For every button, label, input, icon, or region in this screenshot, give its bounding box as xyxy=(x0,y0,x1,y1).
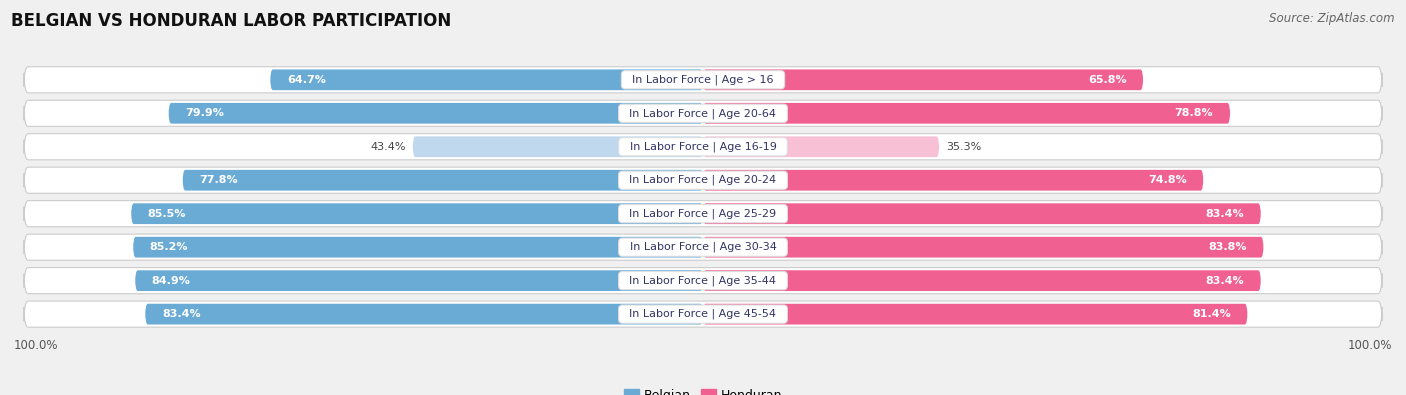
Text: In Labor Force | Age > 16: In Labor Force | Age > 16 xyxy=(626,75,780,85)
Text: 79.9%: 79.9% xyxy=(186,108,224,118)
Text: In Labor Force | Age 25-29: In Labor Force | Age 25-29 xyxy=(623,209,783,219)
FancyBboxPatch shape xyxy=(703,304,1247,325)
Text: In Labor Force | Age 45-54: In Labor Force | Age 45-54 xyxy=(623,309,783,320)
FancyBboxPatch shape xyxy=(703,237,1264,258)
Text: 83.8%: 83.8% xyxy=(1208,242,1247,252)
FancyBboxPatch shape xyxy=(131,203,703,224)
FancyBboxPatch shape xyxy=(24,167,1382,193)
FancyBboxPatch shape xyxy=(270,70,703,90)
FancyBboxPatch shape xyxy=(703,270,1261,291)
Text: In Labor Force | Age 16-19: In Labor Force | Age 16-19 xyxy=(623,141,783,152)
FancyBboxPatch shape xyxy=(24,134,1382,160)
FancyBboxPatch shape xyxy=(703,103,1230,124)
FancyBboxPatch shape xyxy=(24,67,1382,93)
Text: 100.0%: 100.0% xyxy=(14,339,59,352)
Text: 43.4%: 43.4% xyxy=(371,142,406,152)
Text: 78.8%: 78.8% xyxy=(1175,108,1213,118)
Text: 65.8%: 65.8% xyxy=(1088,75,1126,85)
Text: 77.8%: 77.8% xyxy=(200,175,238,185)
Text: 81.4%: 81.4% xyxy=(1192,309,1230,319)
FancyBboxPatch shape xyxy=(24,234,1382,260)
Legend: Belgian, Honduran: Belgian, Honduran xyxy=(619,384,787,395)
Text: 64.7%: 64.7% xyxy=(287,75,326,85)
Text: 83.4%: 83.4% xyxy=(1205,276,1244,286)
Text: 85.2%: 85.2% xyxy=(150,242,188,252)
Text: BELGIAN VS HONDURAN LABOR PARTICIPATION: BELGIAN VS HONDURAN LABOR PARTICIPATION xyxy=(11,12,451,30)
FancyBboxPatch shape xyxy=(703,203,1261,224)
Text: 83.4%: 83.4% xyxy=(162,309,201,319)
Text: 83.4%: 83.4% xyxy=(1205,209,1244,219)
Text: In Labor Force | Age 30-34: In Labor Force | Age 30-34 xyxy=(623,242,783,252)
Text: 84.9%: 84.9% xyxy=(152,276,191,286)
FancyBboxPatch shape xyxy=(135,270,703,291)
FancyBboxPatch shape xyxy=(183,170,703,191)
Text: 74.8%: 74.8% xyxy=(1147,175,1187,185)
FancyBboxPatch shape xyxy=(145,304,703,325)
FancyBboxPatch shape xyxy=(24,100,1382,126)
Text: In Labor Force | Age 20-64: In Labor Force | Age 20-64 xyxy=(623,108,783,118)
FancyBboxPatch shape xyxy=(134,237,703,258)
Text: In Labor Force | Age 20-24: In Labor Force | Age 20-24 xyxy=(623,175,783,186)
FancyBboxPatch shape xyxy=(703,170,1204,191)
Text: 35.3%: 35.3% xyxy=(946,142,981,152)
FancyBboxPatch shape xyxy=(703,136,939,157)
FancyBboxPatch shape xyxy=(169,103,703,124)
Text: Source: ZipAtlas.com: Source: ZipAtlas.com xyxy=(1270,12,1395,25)
Text: 85.5%: 85.5% xyxy=(148,209,186,219)
FancyBboxPatch shape xyxy=(703,70,1143,90)
FancyBboxPatch shape xyxy=(24,301,1382,327)
Text: 100.0%: 100.0% xyxy=(1347,339,1392,352)
Text: In Labor Force | Age 35-44: In Labor Force | Age 35-44 xyxy=(623,275,783,286)
FancyBboxPatch shape xyxy=(24,267,1382,294)
FancyBboxPatch shape xyxy=(413,136,703,157)
FancyBboxPatch shape xyxy=(24,201,1382,227)
